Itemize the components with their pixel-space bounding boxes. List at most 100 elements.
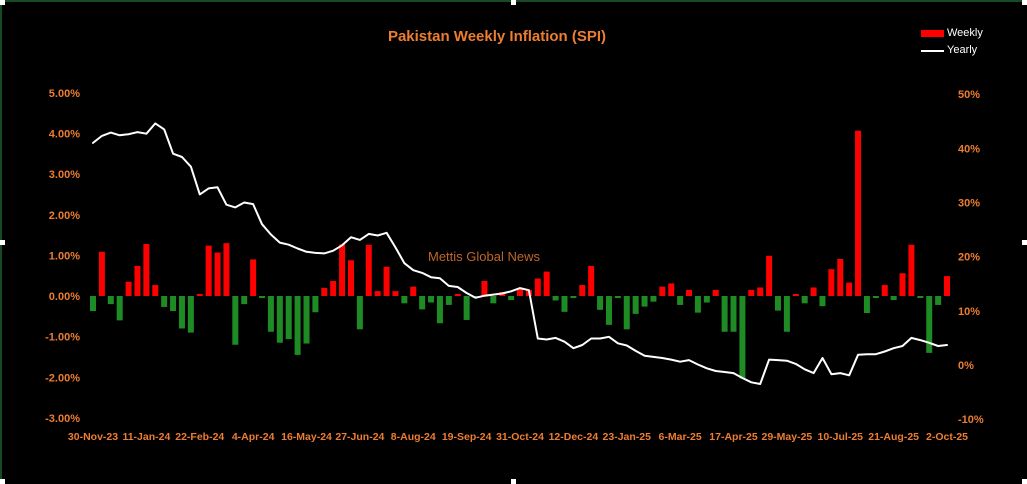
weekly-bar [872, 296, 879, 299]
weekly-bar [330, 280, 337, 296]
weekly-bar [356, 296, 363, 330]
weekly-bar [419, 296, 426, 310]
x-axis-tick: 12-Dec-24 [549, 431, 599, 443]
x-axis-tick: 30-Nov-23 [68, 431, 118, 443]
weekly-bar [152, 285, 159, 296]
legend-label-weekly: Weekly [947, 27, 983, 39]
legend-item-weekly[interactable]: Weekly [921, 25, 983, 42]
weekly-bar [294, 296, 301, 355]
weekly-bar [792, 293, 799, 296]
weekly-bar [552, 296, 559, 301]
weekly-bar [650, 296, 657, 302]
x-axis-tick: 27-Jun-24 [335, 431, 384, 443]
x-axis-tick: 19-Sep-24 [442, 431, 492, 443]
weekly-bar [481, 280, 488, 296]
selection-handle-bottom-center[interactable] [511, 479, 516, 484]
selection-handle-bottom-right[interactable] [1022, 479, 1027, 484]
weekly-bar [748, 289, 755, 296]
selection-handle-top-left[interactable] [0, 0, 5, 5]
weekly-bar [178, 296, 185, 329]
left-axis-tick: 3.00% [49, 169, 80, 181]
legend-item-yearly[interactable]: Yearly [921, 42, 983, 59]
weekly-bar [855, 130, 862, 296]
weekly-bar [490, 296, 497, 304]
weekly-bar [694, 296, 701, 313]
weekly-bar [588, 265, 595, 296]
weekly-bar [623, 296, 630, 330]
x-axis-tick: 31-Oct-24 [496, 431, 544, 443]
weekly-bar [899, 273, 906, 296]
weekly-bar [890, 296, 897, 301]
weekly-bar [125, 281, 132, 296]
left-axis-tick: 5.00% [49, 88, 80, 100]
x-axis-tick: 21-Aug-25 [868, 431, 919, 443]
left-axis-tick: -2.00% [45, 372, 80, 384]
weekly-bar [944, 276, 951, 296]
x-axis-tick: 22-Feb-24 [175, 431, 224, 443]
weekly-bar [303, 296, 310, 344]
weekly-bar [223, 243, 230, 296]
weekly-bar [570, 296, 577, 299]
weekly-bar [703, 296, 710, 303]
weekly-bar [374, 291, 381, 296]
x-axis-tick: 6-Mar-25 [659, 431, 702, 443]
weekly-bar [739, 296, 746, 379]
weekly-bar [339, 244, 346, 296]
weekly-bar [232, 296, 239, 345]
x-axis-tick: 4-Apr-24 [232, 431, 275, 443]
selection-handle-middle-right[interactable] [1022, 240, 1027, 245]
right-axis-tick: 20% [958, 252, 980, 264]
weekly-bar [428, 296, 435, 303]
selection-handle-middle-left[interactable] [0, 240, 5, 245]
x-axis-tick: 11-Jan-24 [122, 431, 170, 443]
weekly-bar [935, 296, 942, 305]
weekly-bar [757, 287, 764, 296]
weekly-bar [837, 259, 844, 296]
right-axis-tick: 40% [958, 143, 980, 155]
weekly-bar [90, 296, 96, 312]
right-axis-tick: 0% [958, 360, 974, 372]
selection-handle-top-center[interactable] [511, 0, 516, 5]
weekly-bar [828, 269, 835, 296]
weekly-bar [187, 296, 194, 333]
yearly-line [92, 122, 948, 385]
weekly-bar [134, 265, 141, 296]
weekly-bar [597, 296, 604, 310]
weekly-bar [677, 296, 684, 305]
weekly-bar [143, 244, 150, 296]
weekly-bar [881, 285, 888, 296]
x-axis-tick: 17-Apr-25 [709, 431, 758, 443]
weekly-bar [321, 287, 328, 296]
weekly-bar [863, 296, 870, 314]
weekly-bar [917, 296, 924, 299]
yearly-series-swatch-icon [921, 49, 944, 52]
weekly-bar [534, 278, 541, 296]
weekly-bar [241, 296, 248, 305]
weekly-bar [641, 296, 648, 307]
weekly-bar [605, 296, 612, 325]
weekly-bar [276, 296, 283, 343]
weekly-bar [116, 296, 123, 321]
weekly-bar [810, 287, 817, 296]
right-axis-tick: 30% [958, 197, 980, 209]
selection-handle-top-right[interactable] [1022, 0, 1027, 5]
x-axis-tick: 10-Jul-25 [817, 431, 863, 443]
weekly-series-swatch-icon [921, 30, 944, 37]
selection-handle-bottom-left[interactable] [0, 479, 5, 484]
weekly-bar [383, 266, 390, 296]
x-axis-tick: 8-Aug-24 [391, 431, 436, 443]
weekly-bar [712, 289, 719, 296]
weekly-bar [686, 289, 693, 296]
weekly-bar [365, 244, 372, 296]
weekly-bar [517, 288, 524, 296]
left-axis-tick: 2.00% [49, 210, 80, 222]
watermark: Mettis Global News [428, 249, 540, 264]
weekly-bar [926, 296, 933, 353]
weekly-bar [730, 296, 737, 332]
x-axis-tick: 2-Oct-25 [926, 431, 968, 443]
right-axis-tick: 50% [958, 89, 980, 101]
weekly-bar [267, 296, 274, 332]
weekly-bar [436, 296, 443, 324]
